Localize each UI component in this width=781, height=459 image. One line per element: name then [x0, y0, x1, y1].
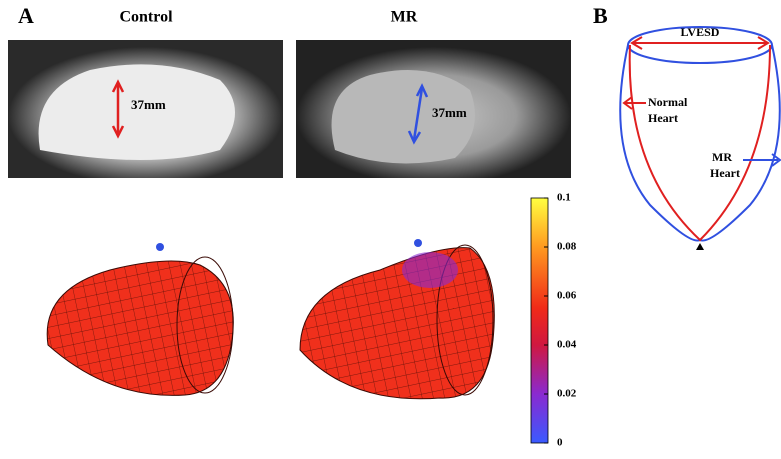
- column-title: MR: [391, 9, 418, 26]
- mri-chamber: [38, 64, 236, 160]
- measure-arrow: [412, 87, 424, 141]
- mr-base: [627, 26, 773, 64]
- mr-label: MR: [712, 150, 732, 164]
- colorbar-gradient: [530, 197, 549, 444]
- lvesd-label: LVESD: [681, 25, 720, 39]
- panel-label: B: [593, 3, 608, 28]
- apex-dot: [414, 239, 422, 247]
- panel-a: A Control MR 37mm 37mm 0.10.080.060.040.…: [8, 3, 577, 449]
- mr-label: Heart: [710, 166, 740, 180]
- panel-b: B LVESD Normal Heart MR Heart: [593, 3, 781, 250]
- colorbar-tick-label: 0.04: [557, 339, 577, 351]
- apex-marker: [696, 243, 704, 250]
- mesh-patch: [402, 252, 458, 288]
- normal-arrow: [622, 96, 646, 110]
- mr-arrow: [743, 153, 781, 167]
- measurement: 37mm: [131, 97, 166, 112]
- arrow-head: [111, 79, 125, 139]
- mesh-cap: [176, 256, 234, 394]
- measurement: 37mm: [432, 105, 467, 120]
- mr-outline: [619, 44, 781, 242]
- arrow-head: [407, 83, 429, 145]
- mesh: [299, 247, 495, 400]
- lvesd-arrow: [630, 36, 770, 50]
- colorbar-tick-label: 0.06: [557, 290, 577, 302]
- colorbar-tick-label: 0.1: [557, 192, 571, 204]
- normal-outline: [628, 44, 771, 242]
- normal-label: Heart: [648, 111, 678, 125]
- normal-label: Normal: [648, 95, 688, 109]
- colorbar-tick-label: 0.08: [557, 241, 577, 253]
- colorbar-tick-label: 0.02: [557, 388, 577, 400]
- mesh: [46, 260, 234, 396]
- apex-dot: [156, 243, 164, 251]
- colorbar-tick-label: 0: [557, 437, 563, 449]
- column-title: Control: [119, 9, 173, 26]
- panel-label: A: [18, 3, 34, 28]
- colorbar: 0.1 0.08 0.06 0.04 0.02 0: [530, 192, 577, 449]
- mesh-cap: [436, 244, 494, 396]
- mri-chamber: [331, 70, 475, 164]
